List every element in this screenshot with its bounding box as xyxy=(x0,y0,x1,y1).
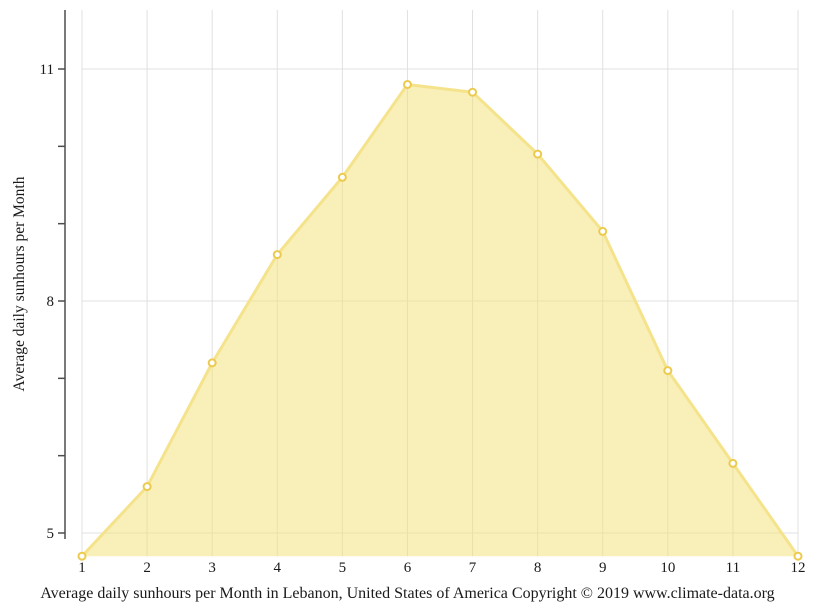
data-point-month-7[interactable] xyxy=(468,87,478,97)
x-tick-label-1: 1 xyxy=(78,560,86,576)
y-tick-label-8: 8 xyxy=(47,294,55,310)
x-tick-label-10: 10 xyxy=(660,560,675,576)
x-tick-label-3: 3 xyxy=(208,560,216,576)
data-point-month-6[interactable] xyxy=(402,79,412,89)
x-tick-label-8: 8 xyxy=(534,560,542,576)
x-tick-label-7: 7 xyxy=(469,560,477,576)
x-tick-label-5: 5 xyxy=(339,560,347,576)
data-point-month-8[interactable] xyxy=(533,149,543,159)
x-tick-label-9: 9 xyxy=(599,560,607,576)
data-point-month-12[interactable] xyxy=(793,551,803,561)
chart-caption: Average daily sunhours per Month in Leba… xyxy=(40,585,775,602)
data-point-month-10[interactable] xyxy=(663,366,673,376)
series-line xyxy=(80,82,800,558)
x-tick-label-12: 12 xyxy=(790,560,805,576)
data-point-month-2[interactable] xyxy=(142,482,152,492)
x-tick-label-4: 4 xyxy=(274,560,282,576)
data-point-month-11[interactable] xyxy=(728,458,738,468)
y-axis-title: Average daily sunhours per Month xyxy=(11,176,28,392)
x-tick-label-6: 6 xyxy=(404,560,412,576)
data-point-month-9[interactable] xyxy=(598,226,608,236)
x-tick-label-2: 2 xyxy=(143,560,151,576)
data-point-month-3[interactable] xyxy=(207,358,217,368)
y-tick-label-5: 5 xyxy=(47,526,55,542)
data-point-month-5[interactable] xyxy=(337,172,347,182)
data-point-month-4[interactable] xyxy=(272,250,282,260)
x-tick-label-11: 11 xyxy=(726,560,740,576)
y-tick-label-11: 11 xyxy=(40,62,54,78)
area-fill xyxy=(82,84,798,557)
data-point-month-1[interactable] xyxy=(77,551,87,561)
